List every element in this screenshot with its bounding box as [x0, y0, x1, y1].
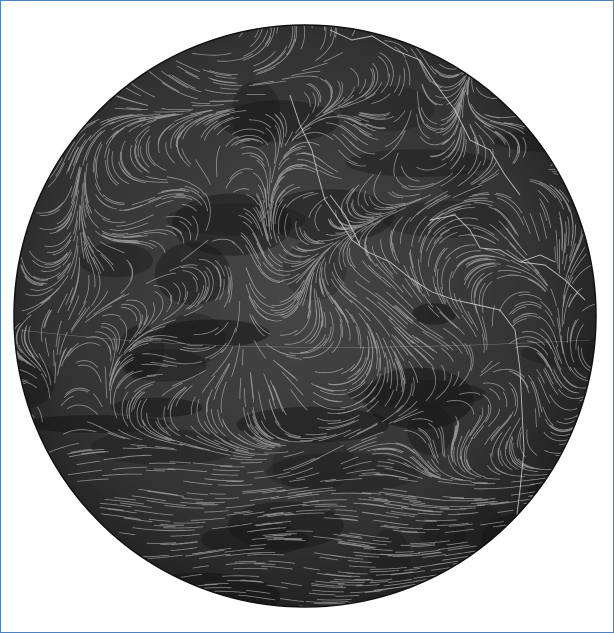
shadow — [440, 170, 483, 199]
shadow — [272, 437, 356, 491]
coastline — [329, 194, 361, 246]
wind-layer — [14, 25, 596, 607]
shadow — [110, 397, 203, 418]
equator — [19, 329, 591, 348]
coastline — [329, 29, 521, 196]
shadow — [364, 367, 474, 430]
shadow — [172, 193, 292, 256]
coastlines — [19, 29, 591, 571]
shadow — [219, 100, 339, 143]
shadow — [345, 149, 492, 177]
shadow — [368, 529, 411, 591]
shadow — [79, 243, 154, 278]
shadow — [283, 238, 347, 301]
globe — [14, 25, 596, 607]
shadow — [231, 81, 281, 147]
coastline — [519, 254, 556, 263]
globe-edge — [13, 24, 597, 608]
shadow — [161, 313, 226, 366]
shadow — [412, 303, 457, 325]
streamlines — [14, 25, 596, 607]
shadow — [156, 319, 270, 348]
shadow — [419, 519, 467, 549]
shadow — [227, 501, 344, 550]
shadow — [22, 415, 170, 433]
coastline — [289, 94, 525, 571]
shadow — [339, 85, 435, 132]
coastline — [429, 214, 586, 301]
